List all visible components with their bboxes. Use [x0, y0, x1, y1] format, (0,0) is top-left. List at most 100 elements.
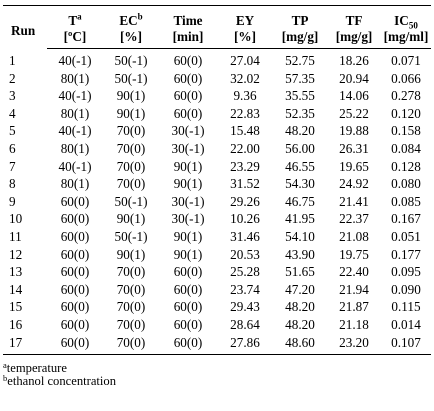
table-row: 9 60(0) 50(-1) 30(-1) 29.26 46.75 21.41 0.085 [3, 193, 431, 211]
cell-extraction-yield: 29.43 [230, 299, 260, 315]
cell-ic50: 0.120 [391, 105, 421, 121]
cell-run: 6 [9, 140, 16, 156]
cell-ic50: 0.080 [391, 176, 421, 192]
cell-total-flavonoids: 22.40 [339, 264, 369, 280]
table-header: Run Ta ECb Time EY TP TF IC50 [ºC] [%] [… [3, 5, 431, 49]
cell-ic50: 0.051 [391, 228, 421, 244]
table-row: 5 40(-1) 70(0) 30(-1) 15.48 48.20 19.88 0.158 [3, 122, 431, 140]
footnote-mark: a [3, 360, 7, 371]
table-row: 16 60(0) 70(0) 60(0) 28.64 48.20 21.18 0.014 [3, 316, 431, 334]
cell-temperature: 60(0) [47, 333, 103, 356]
cell-total-phenolics: 46.55 [285, 158, 315, 174]
cell-ethanol-concentration: 50(-1) [114, 53, 148, 68]
cell-ic50: 0.167 [391, 211, 421, 227]
cell-total-flavonoids: 21.41 [339, 193, 369, 209]
cell-time: 60(0) [173, 264, 203, 280]
cell-ic50: 0.128 [391, 158, 421, 174]
cell-total-phenolics: 52.75 [285, 53, 315, 68]
cell-temperature: 80(1) [60, 140, 90, 156]
cell-temperature: 40(-1) [58, 123, 92, 139]
cell-extraction-yield: 27.86 [217, 333, 273, 356]
cell-run: 8 [9, 176, 16, 192]
cell-extraction-yield: 23.74 [230, 281, 260, 297]
cell-temperature: 80(1) [60, 105, 90, 121]
unit-temperature: [ºC] [47, 29, 103, 49]
header-extraction-yield: EY [217, 5, 273, 29]
cell-extraction-yield: 31.52 [230, 176, 260, 192]
cell-time: 60(0) [173, 105, 203, 121]
cell-total-flavonoids: 14.06 [339, 88, 369, 104]
header-ec-footnote-mark: b [137, 11, 143, 22]
cell-total-flavonoids: 22.37 [339, 211, 369, 227]
cell-extraction-yield: 25.28 [230, 264, 260, 280]
header-total-flavonoids: TF [327, 5, 381, 29]
cell-time: 30(-1) [171, 193, 205, 209]
cell-ethanol-concentration: 70(0) [116, 316, 146, 332]
cell-extraction-yield: 22.00 [230, 140, 260, 156]
header-total-phenolics: TP [273, 5, 327, 29]
cell-extraction-yield: 20.53 [230, 246, 260, 262]
header-time: Time [159, 5, 217, 29]
cell-run: 17 [3, 333, 47, 356]
header-ic-subscript: 50 [408, 20, 418, 31]
cell-time: 90(1) [173, 228, 203, 244]
cell-extraction-yield: 23.29 [230, 158, 260, 174]
cell-time: 90(1) [173, 176, 203, 192]
cell-time: 30(-1) [171, 211, 205, 227]
cell-temperature: 60(0) [60, 264, 90, 280]
cell-temperature: 80(1) [60, 70, 90, 86]
cell-ic50: 0.278 [391, 88, 421, 104]
cell-total-flavonoids: 21.08 [339, 228, 369, 244]
cell-extraction-yield: 31.46 [230, 228, 260, 244]
cell-total-flavonoids: 19.88 [339, 123, 369, 139]
cell-run: 12 [9, 246, 23, 262]
cell-ic50: 0.084 [391, 140, 421, 156]
cell-total-flavonoids: 19.65 [339, 158, 369, 174]
cell-temperature: 40(-1) [58, 158, 92, 174]
cell-total-phenolics: 54.10 [285, 228, 315, 244]
cell-total-flavonoids: 21.94 [339, 281, 369, 297]
table-row: 4 80(1) 90(1) 60(0) 22.83 52.35 25.22 0.120 [3, 105, 431, 123]
cell-run: 1 [9, 52, 16, 68]
table-row: 10 60(0) 90(1) 30(-1) 10.26 41.95 22.37 0.167 [3, 210, 431, 228]
cell-total-phenolics: 47.20 [285, 281, 315, 297]
cell-total-phenolics: 48.20 [285, 299, 315, 315]
cell-temperature: 60(0) [60, 246, 90, 262]
cell-ethanol-concentration: 90(1) [116, 246, 146, 262]
header-ec-label: EC [119, 13, 138, 28]
cell-ic50: 0.158 [391, 123, 421, 139]
cell-extraction-yield: 32.02 [230, 70, 260, 86]
cell-run: 2 [9, 70, 16, 86]
cell-total-phenolics: 57.35 [285, 70, 315, 86]
cell-temperature: 40(-1) [58, 53, 92, 68]
cell-ethanol-concentration: 90(1) [116, 88, 146, 104]
header-run: Run [3, 5, 47, 49]
cell-extraction-yield: 9.36 [233, 88, 257, 104]
cell-run: 14 [9, 281, 23, 297]
cell-ethanol-concentration: 70(0) [116, 140, 146, 156]
table-row: 17 60(0) 70(0) 60(0) 27.86 48.60 23.20 0.107 [3, 333, 431, 356]
footnote-ethanol: bethanol concentration [3, 373, 431, 388]
table-body: 1 40(-1) 50(-1) 60(0) 27.04 52.75 18.26 0.071 2 8… [3, 49, 431, 356]
footnote-mark: b [3, 373, 8, 384]
cell-total-flavonoids: 18.26 [339, 53, 369, 68]
cell-total-phenolics: 52.35 [285, 105, 315, 121]
header-temperature-label: T [68, 13, 78, 28]
cell-total-flavonoids: 26.31 [339, 140, 369, 156]
cell-run: 7 [9, 158, 16, 174]
cell-total-phenolics: 56.00 [285, 140, 315, 156]
cell-time: 90(1) [173, 158, 203, 174]
cell-total-flavonoids: 23.20 [327, 333, 381, 356]
footnote-temperature: atemperature [3, 360, 431, 376]
cell-extraction-yield: 15.48 [230, 123, 260, 139]
cell-run: 13 [9, 264, 23, 280]
cell-total-phenolics: 43.90 [285, 246, 315, 262]
header-row-units: [ºC] [%] [min] [%] [mg/g] [mg/g] [mg/ml] [3, 29, 431, 49]
cell-temperature: 60(0) [60, 299, 90, 315]
cell-extraction-yield: 28.64 [230, 316, 260, 332]
cell-temperature: 60(0) [60, 211, 90, 227]
cell-ic50: 0.177 [391, 246, 421, 262]
footnote-text: temperature [6, 361, 67, 376]
cell-extraction-yield: 29.26 [230, 193, 260, 209]
cell-ethanol-concentration: 70(0) [116, 299, 146, 315]
